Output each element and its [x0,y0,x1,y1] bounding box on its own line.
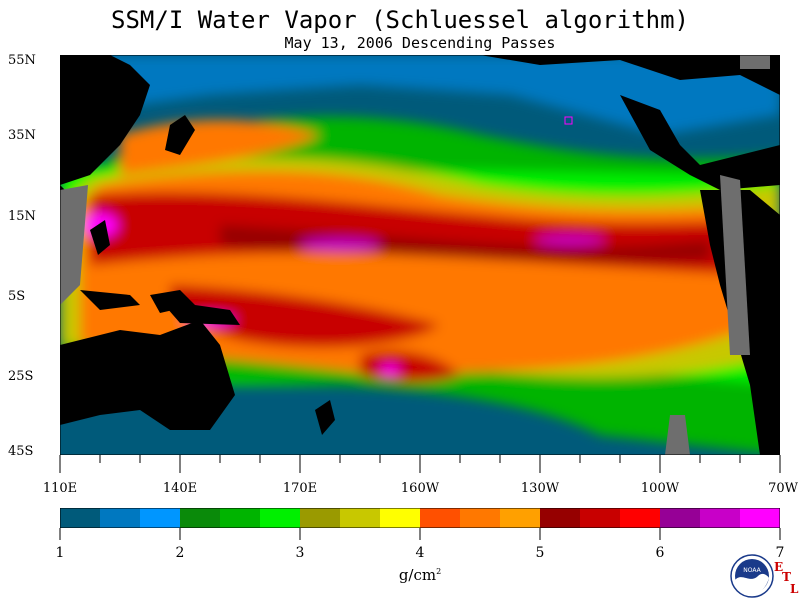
lat-label: 45S [8,444,34,459]
svg-text:NOAA: NOAA [743,567,761,574]
colorbar-swatch [100,508,141,528]
etl-letter: T [782,570,791,584]
lon-label: 100W [640,481,680,496]
colorbar-swatch [220,508,261,528]
colorbar-swatch [260,508,301,528]
lon-label: 110E [42,481,78,496]
colorbar-swatch [300,508,341,528]
lat-label: 15N [8,209,36,224]
colorbar-swatch [580,508,621,528]
lat-label: 55N [8,53,36,68]
lon-label: 130W [520,481,560,496]
colorbar-tick-label: 5 [535,545,545,561]
vapor-field [60,55,780,455]
colorbar-tick-label: 4 [415,545,425,561]
colorbar-units: g/cm2 [398,566,442,584]
colorbar-tick-label: 6 [655,545,665,561]
lon-label: 70W [768,481,798,496]
colorbar-swatch [540,508,581,528]
etl-letter: L [790,582,799,596]
colorbar [60,508,780,528]
lat-label: 35N [8,128,36,143]
lat-label: 5S [8,289,26,304]
colorbar-swatch [380,508,421,528]
noaa-logo-icon: NOAA [730,554,774,598]
lon-ticks [59,455,781,473]
colorbar-swatch [180,508,221,528]
colorbar-tick-label: 2 [175,545,185,561]
colorbar-swatch [60,508,101,528]
page-title: SSM/I Water Vapor (Schluessel algorithm) [111,6,689,34]
etl-letter: E [774,560,784,574]
colorbar-tick-label: 7 [775,545,785,561]
colorbar-swatch [620,508,661,528]
colorbar-swatch [140,508,181,528]
water-vapor-map [60,55,780,455]
colorbar-swatch [660,508,701,528]
lat-label: 25S [8,369,34,384]
colorbar-swatch [700,508,741,528]
lon-label: 140E [162,481,198,496]
page-subtitle: May 13, 2006 Descending Passes [284,34,556,52]
colorbar-swatch [460,508,501,528]
colorbar-ticks [59,528,781,540]
lon-label: 170E [282,481,318,496]
colorbar-swatch [340,508,381,528]
colorbar-tick-label: 3 [295,545,305,561]
lon-label: 160W [400,481,440,496]
colorbar-swatch [420,508,461,528]
colorbar-swatch [500,508,541,528]
missing-data [60,55,770,455]
colorbar-tick-label: 1 [55,545,65,561]
colorbar-swatch [740,508,780,528]
marker-square [564,116,573,125]
